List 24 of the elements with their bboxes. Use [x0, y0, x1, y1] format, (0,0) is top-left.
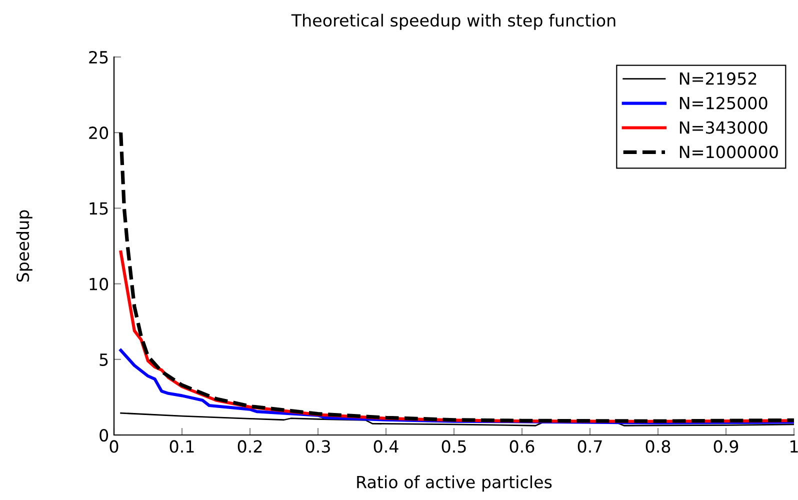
- legend-label: N=343000: [680, 121, 768, 134]
- legend-label: N=21952: [680, 72, 756, 85]
- y-axis-title: Speedup: [16, 210, 32, 282]
- legend-label: N=1000000: [680, 146, 778, 158]
- x-tick-label: 0.7: [578, 440, 602, 453]
- x-tick-label: 1: [790, 440, 798, 453]
- x-tick-label: 0.5: [442, 440, 466, 453]
- y-tick-label: 0: [100, 428, 108, 442]
- x-axis-title: Ratio of active particles: [357, 475, 552, 492]
- y-tick-label: 20: [89, 126, 108, 140]
- x-tick-label: 0.9: [714, 440, 738, 453]
- y-tick-label: 25: [89, 50, 108, 64]
- x-tick-label: 0: [110, 440, 118, 453]
- legend-label: N=125000: [680, 96, 768, 110]
- x-tick-label: 0.8: [646, 440, 670, 453]
- chart-title: Theoretical speedup with step function: [291, 14, 616, 30]
- y-tick-label: 10: [90, 278, 108, 290]
- x-tick-label: 0.3: [306, 440, 330, 453]
- x-tick-label: 0.6: [510, 440, 534, 453]
- x-tick-label: 0.4: [374, 440, 398, 453]
- x-tick-label: 0.2: [238, 440, 262, 453]
- y-tick-label: 15: [90, 202, 108, 215]
- x-tick-label: 0.1: [170, 440, 194, 453]
- y-tick-label: 5: [100, 354, 108, 366]
